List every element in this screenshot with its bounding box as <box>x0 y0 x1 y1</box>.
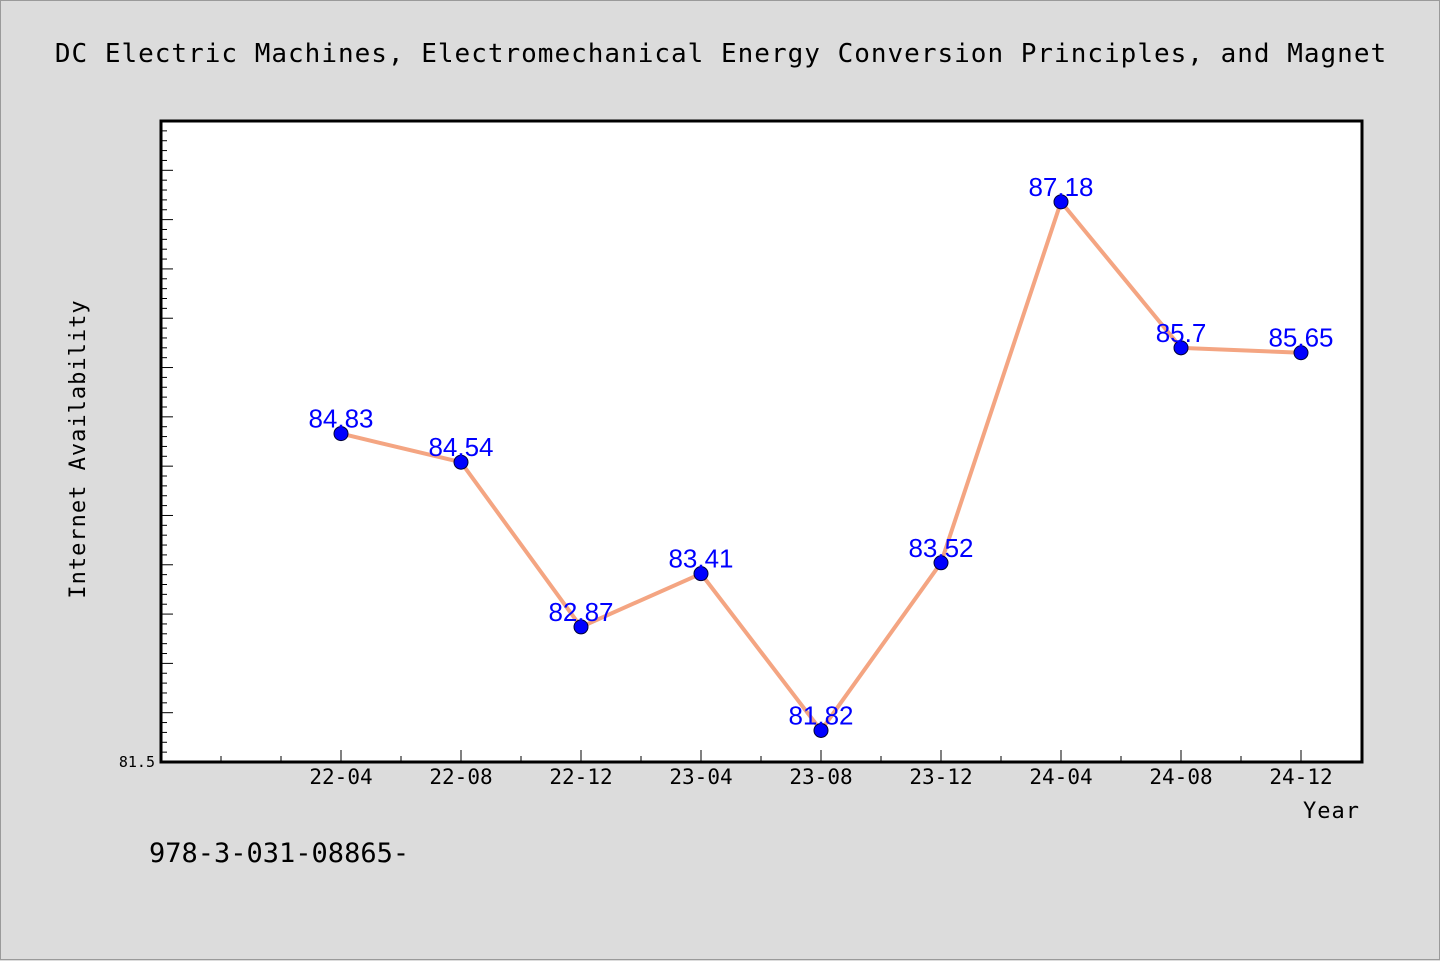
x-axis-ticks: 22-04 22-08 22-12 23-04 23-08 23-12 24-04 24-08… <box>220 750 1333 789</box>
data-label: 83.52 <box>908 533 973 563</box>
data-point <box>813 722 829 738</box>
x-tick-label: 24-12 <box>1269 765 1332 789</box>
x-tick-label: 23-04 <box>669 765 732 789</box>
chart-title: DC Electric Machines, Electromechanical … <box>55 39 1387 69</box>
x-tick-label: 22-08 <box>429 765 492 789</box>
series-line-group <box>333 194 1309 738</box>
data-point <box>933 555 949 571</box>
footnote-isbn: 978-3-031-08865- <box>149 838 409 869</box>
data-label: 85.65 <box>1268 323 1333 353</box>
data-label: 85.7 <box>1156 318 1207 348</box>
x-tick-label: 24-08 <box>1149 765 1212 789</box>
x-tick-label: 23-12 <box>909 765 972 789</box>
data-point <box>453 454 469 470</box>
x-tick-label: 24-04 <box>1029 765 1092 789</box>
data-point <box>333 426 349 442</box>
x-axis-title: Year <box>1303 799 1360 824</box>
x-tick-label: 22-04 <box>309 765 372 789</box>
data-labels-group: 84.83 84.54 82.87 83.41 81.82 83.52 87.18 85.7 8… <box>308 172 1333 731</box>
y-axis-title: Internet Availability <box>66 299 91 598</box>
y-tick-label: 81.5 <box>119 753 155 771</box>
data-label: 81.82 <box>788 700 853 730</box>
y-axis-ticks: 81.5 <box>119 120 173 771</box>
x-tick-label: 23-08 <box>789 765 852 789</box>
data-label: 87.18 <box>1028 172 1093 202</box>
data-point <box>1053 194 1069 210</box>
x-tick-label: 22-12 <box>549 765 612 789</box>
data-label: 82.87 <box>548 597 613 627</box>
data-label: 84.54 <box>428 432 493 462</box>
data-label: 83.41 <box>668 544 733 574</box>
plot-area <box>159 119 1364 764</box>
data-point <box>693 566 709 582</box>
data-point <box>1293 345 1309 361</box>
data-point <box>1173 340 1189 356</box>
data-label: 84.83 <box>308 404 373 434</box>
data-point <box>573 619 589 635</box>
